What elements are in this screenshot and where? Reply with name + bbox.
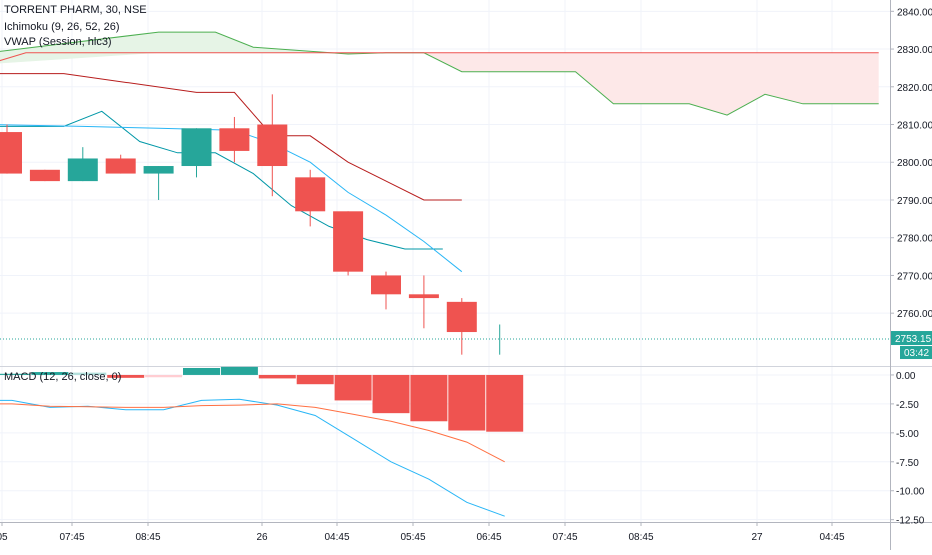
macd-bar: [334, 374, 372, 401]
macd-tick-label: -5.00: [896, 429, 919, 440]
time-tick-label: 06:45: [476, 532, 501, 543]
time-tick-label: 07:45: [59, 532, 84, 543]
legend-macd[interactable]: MACD (12, 26, close, 0): [4, 371, 122, 383]
price-tick-label: 2770.00: [897, 271, 932, 282]
legend-vwap[interactable]: VWAP (Session, hlc3): [4, 36, 112, 48]
countdown-badge: [900, 346, 932, 360]
legend-ichimoku[interactable]: Ichimoku (9, 26, 52, 26): [4, 21, 120, 33]
price-tick-label: 2830.00: [897, 45, 932, 56]
series-line-2: [0, 73, 462, 201]
price-tick-label: 2820.00: [897, 83, 932, 94]
time-tick-label: 07:45: [552, 532, 577, 543]
price-tick-label: 2810.00: [897, 121, 932, 132]
price-tick-label: 2840.00: [897, 7, 932, 18]
price-tick-label: 2780.00: [897, 234, 932, 245]
grid: [0, 0, 890, 522]
time-tick-label: 04:45: [324, 532, 349, 543]
candle-body: [67, 158, 98, 182]
macd-tick-label: 0.00: [896, 371, 916, 382]
candles: [0, 94, 501, 355]
chart-title[interactable]: TORRENT PHARM, 30, NSE: [4, 4, 147, 16]
price-tick-label: 2790.00: [897, 196, 932, 207]
candle-body: [371, 275, 401, 295]
time-tick-label: 27: [751, 532, 763, 543]
time-tick-label: 04:45: [819, 532, 844, 543]
price-tick-label: 2800.00: [897, 158, 932, 169]
last-price-label: 2753.15: [895, 334, 932, 345]
candle-body: [143, 166, 174, 174]
time-tick-label: 05:45: [400, 532, 425, 543]
macd-bar: [448, 374, 486, 431]
macd-bar: [69, 372, 107, 375]
macd-bar: [183, 368, 220, 375]
candle-body: [295, 177, 326, 212]
countdown-label: 03:42: [904, 348, 929, 359]
macd-tick-label: -7.50: [896, 458, 919, 469]
candle-body: [181, 128, 212, 167]
candle-body: [219, 128, 250, 151]
candle-body: [446, 301, 477, 333]
cloud-bullish: [0, 32, 360, 64]
candle-body: [0, 132, 22, 174]
signal-line: [0, 403, 505, 463]
last-price-badge: [891, 331, 932, 346]
series-line-4: [0, 124, 463, 273]
macd-tick-label: -12.50: [896, 516, 925, 527]
macd-bar: [0, 373, 31, 375]
macd-tick-label: -10.00: [896, 487, 925, 498]
time-tick-label: 05: [0, 532, 8, 543]
macd-line: [0, 398, 505, 517]
macd-tick-label: -2.50: [896, 400, 919, 411]
price-tick-label: 2760.00: [897, 309, 932, 320]
macd-bar: [258, 374, 296, 379]
time-tick-label: 08:45: [628, 532, 653, 543]
series-line-1: [0, 52, 879, 62]
macd-bar: [296, 374, 334, 385]
series-line-0: [0, 31, 879, 116]
macd-bar: [107, 374, 145, 378]
macd-bar: [372, 374, 410, 414]
candle-body: [257, 124, 288, 167]
time-tick-label: 26: [256, 532, 268, 543]
macd-bar: [145, 374, 183, 378]
candle-body: [105, 158, 136, 174]
cloud-bearish: [359, 52, 879, 116]
series-line-3: [0, 110, 443, 250]
candle-body: [29, 169, 60, 182]
candle-body: [333, 211, 364, 272]
macd-bar: [410, 374, 448, 422]
macd-bar: [220, 366, 258, 375]
time-tick-label: 08:45: [135, 532, 160, 543]
macd-bar: [486, 374, 524, 432]
candle-body: [408, 294, 439, 299]
macd-histogram: [0, 366, 524, 432]
macd-bar: [31, 372, 69, 375]
